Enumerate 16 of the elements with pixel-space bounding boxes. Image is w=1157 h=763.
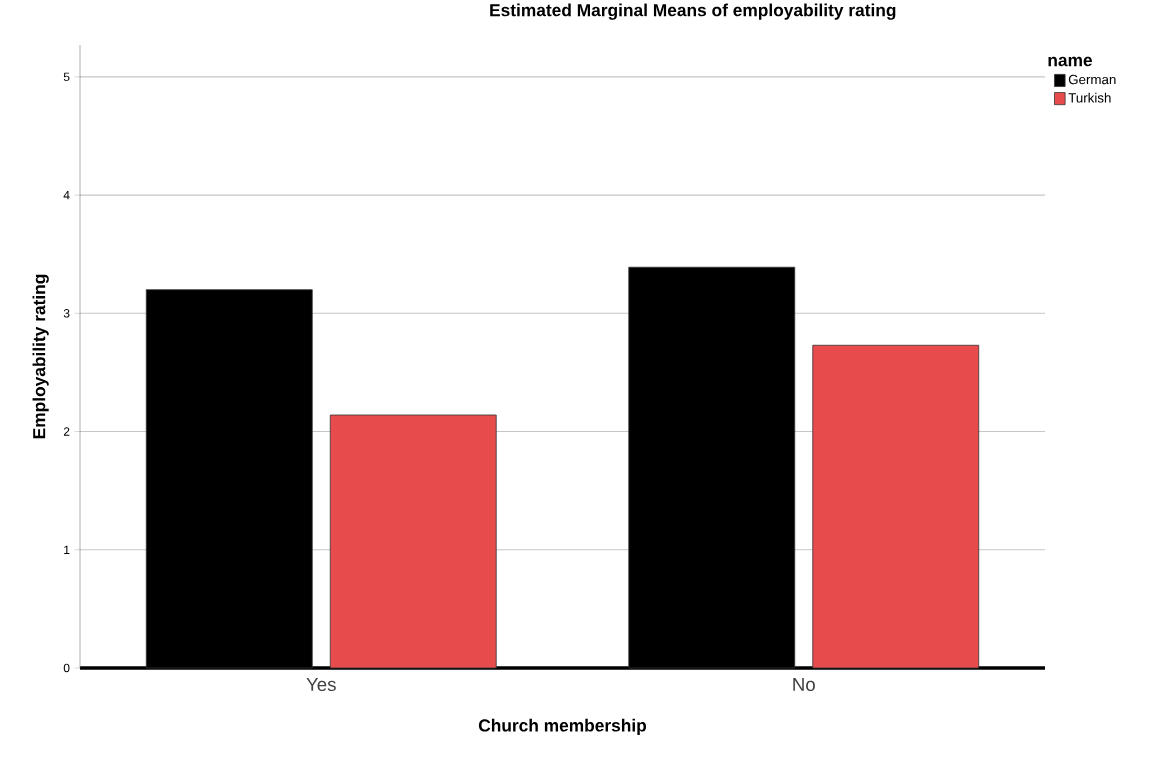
y-tick-label: 4 [63,190,70,200]
legend-label: German [1068,74,1116,85]
y-tick-label: 3 [63,309,70,318]
bar [812,344,980,669]
bar [329,414,497,669]
y-tick-label: 0 [63,663,70,673]
y-tick-label: 5 [63,72,70,82]
x-tick-label: Yes [306,678,336,692]
y-tick-label: 1 [64,545,70,554]
chart-title: Estimated Marginal Means of employability rating [490,3,896,20]
y-tick-label: 2 [63,427,70,436]
y-axis-title: Employability rating [32,274,49,439]
x-axis-title: Church membership [478,718,647,736]
x-tick-label: No [793,678,815,692]
legend-label: Turkish [1068,92,1111,103]
legend-title: name [1048,56,1093,67]
